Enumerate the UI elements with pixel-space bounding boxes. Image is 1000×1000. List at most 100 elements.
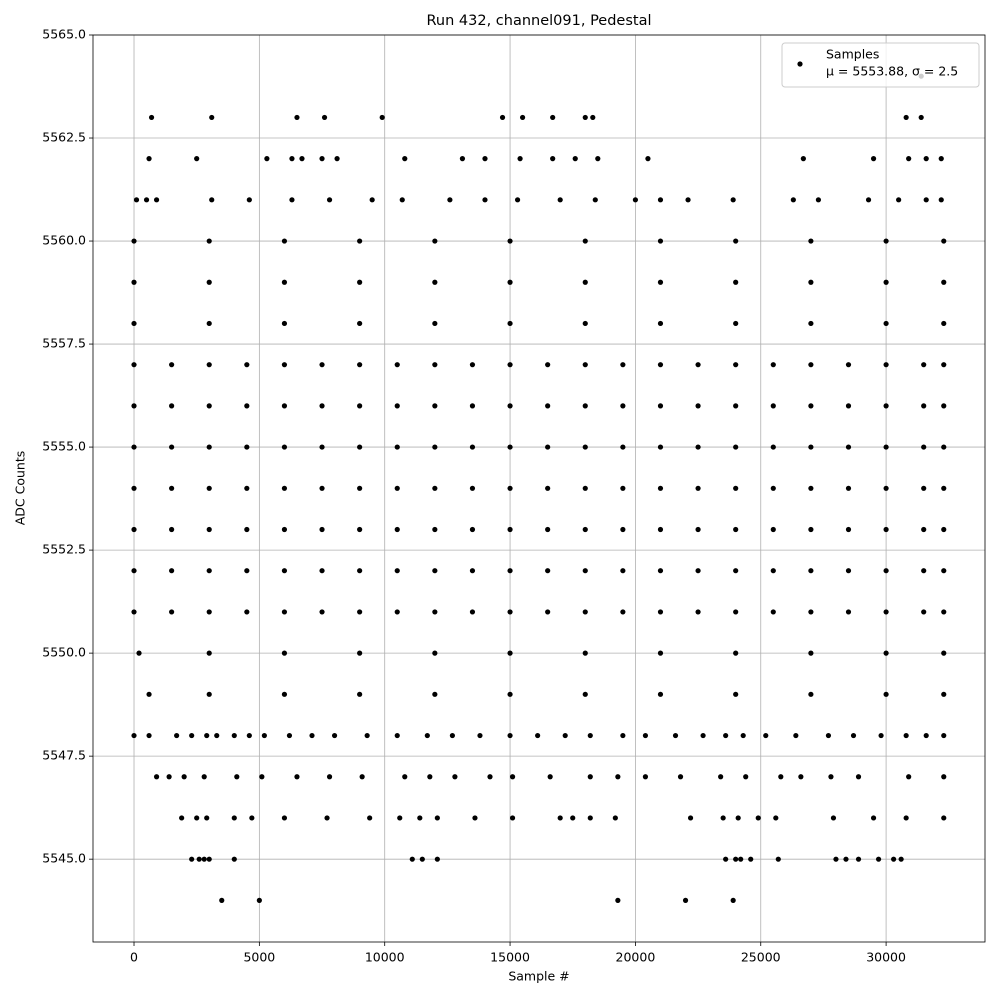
point: [206, 650, 212, 656]
point: [206, 609, 212, 615]
point: [321, 114, 328, 121]
point: [469, 362, 476, 368]
point: [294, 774, 300, 780]
x-tick-label: 0: [130, 950, 138, 965]
point: [657, 320, 664, 327]
point: [685, 197, 691, 203]
point: [941, 526, 947, 533]
point: [808, 403, 814, 409]
point: [582, 444, 588, 450]
point: [763, 732, 769, 739]
point: [394, 485, 400, 491]
point: [557, 815, 563, 821]
point: [131, 238, 137, 244]
point: [582, 691, 588, 697]
point: [620, 609, 626, 615]
point: [700, 732, 706, 739]
point: [883, 444, 889, 450]
x-tick-label: 30000: [866, 950, 906, 965]
point: [620, 485, 626, 491]
point: [379, 114, 385, 121]
point: [419, 856, 425, 862]
point: [845, 485, 852, 491]
point: [357, 238, 363, 244]
point: [309, 732, 315, 739]
plot-frame: [92, 34, 986, 943]
point: [941, 444, 947, 450]
points: [131, 73, 947, 903]
point: [432, 320, 438, 327]
point: [883, 320, 889, 327]
point: [620, 732, 626, 739]
point: [535, 732, 541, 739]
point: [434, 856, 440, 862]
point: [394, 568, 400, 574]
point: [808, 320, 814, 327]
point: [883, 609, 889, 615]
point: [319, 485, 325, 491]
point: [399, 197, 405, 203]
point: [324, 815, 330, 821]
point: [281, 444, 288, 450]
point: [620, 362, 626, 368]
point: [875, 856, 882, 862]
point: [582, 650, 588, 656]
point: [883, 279, 889, 285]
point: [281, 279, 288, 285]
point: [843, 856, 849, 862]
point: [357, 691, 363, 697]
point: [941, 650, 947, 656]
point: [204, 815, 210, 821]
point: [657, 650, 664, 656]
point: [432, 568, 438, 574]
point: [189, 732, 195, 739]
point: [545, 362, 551, 368]
point: [131, 568, 137, 574]
point: [206, 485, 212, 491]
point: [477, 732, 483, 739]
point: [562, 732, 568, 739]
point: [281, 650, 288, 656]
point: [808, 650, 814, 656]
point: [469, 444, 476, 450]
point: [941, 362, 947, 368]
point: [921, 568, 927, 574]
point: [582, 403, 588, 409]
point: [432, 485, 438, 491]
point: [733, 691, 739, 697]
point: [582, 238, 588, 244]
point: [755, 815, 761, 821]
point: [204, 732, 210, 739]
point: [687, 815, 694, 821]
point: [906, 774, 912, 780]
point: [131, 444, 137, 450]
point: [695, 444, 701, 450]
point: [808, 526, 814, 533]
point: [231, 815, 237, 821]
point: [883, 568, 889, 574]
point: [545, 568, 551, 574]
point: [938, 197, 944, 203]
point: [642, 732, 649, 739]
point: [334, 156, 340, 162]
point: [281, 485, 288, 491]
point: [695, 403, 701, 409]
point: [281, 691, 288, 697]
point: [432, 650, 438, 656]
point: [452, 774, 458, 780]
point: [244, 526, 250, 533]
point: [397, 815, 403, 821]
point: [357, 362, 363, 368]
point: [326, 774, 333, 780]
point: [189, 856, 195, 862]
point: [775, 856, 781, 862]
point: [509, 815, 516, 821]
point: [206, 403, 212, 409]
point: [587, 815, 593, 821]
point: [870, 815, 877, 821]
point: [773, 815, 779, 821]
point: [941, 774, 947, 780]
point: [883, 362, 889, 368]
point: [206, 856, 212, 862]
